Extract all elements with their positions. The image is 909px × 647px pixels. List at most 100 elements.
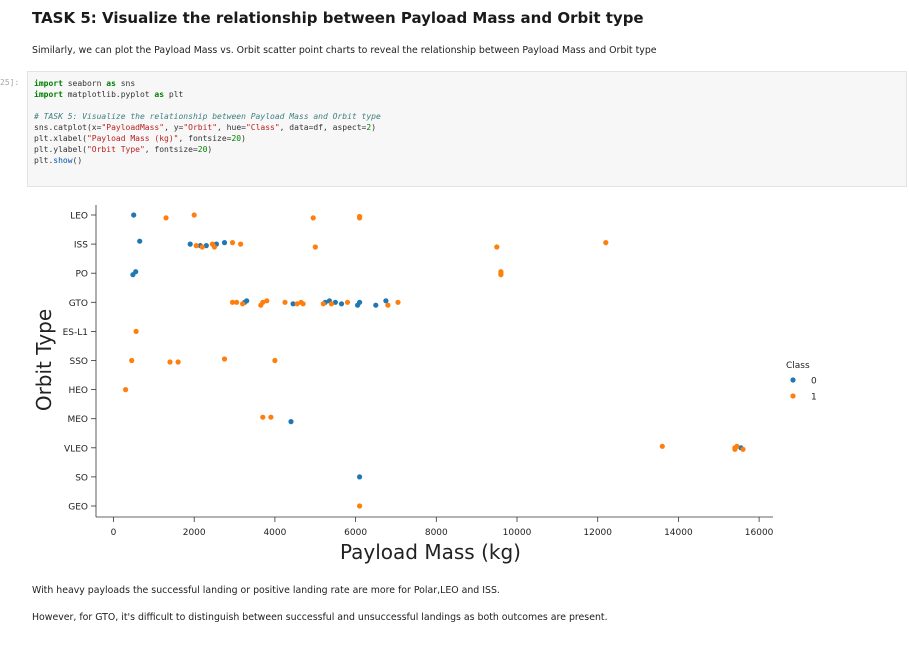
code-token: , fontsize=	[144, 145, 198, 154]
code-token: "Class"	[245, 123, 280, 132]
scatter-point	[395, 299, 401, 305]
x-tick-label: 6000	[344, 528, 367, 538]
scatter-point	[193, 243, 199, 249]
legend: Class 0 1	[786, 361, 817, 403]
scatter-point	[740, 446, 746, 452]
code-token: as	[106, 79, 116, 88]
scatter-point	[659, 443, 665, 449]
code-token: , data=df, aspect=	[279, 123, 367, 132]
code-token: sns	[115, 79, 136, 88]
code-token: , fontsize=	[178, 134, 232, 143]
scatter-point	[312, 244, 318, 250]
scatter-point	[260, 299, 266, 305]
x-tick-label: 14000	[664, 528, 693, 538]
code-token: ()	[72, 156, 83, 165]
x-tick-label: 8000	[425, 528, 448, 538]
scatter-point	[357, 213, 363, 220]
scatter-point	[129, 357, 135, 364]
scatter-point	[357, 503, 363, 509]
code-token: 2	[366, 123, 372, 132]
y-tick-label: MEO	[67, 415, 88, 425]
code-token: )	[241, 134, 246, 143]
code-token: import	[34, 90, 63, 99]
y-tick-label: ES-L1	[63, 328, 88, 338]
conclusion-text-2: However, for GTO, it's difficult to dist…	[32, 612, 608, 623]
x-tick-label: 2000	[183, 528, 206, 538]
cell-prompt: 25]:	[0, 78, 20, 87]
scatter-point	[310, 215, 316, 221]
code-token: matplotlib.pyplot	[62, 90, 155, 99]
scatter-point	[268, 414, 274, 420]
code-token: )	[371, 123, 377, 132]
conclusion-text-1: With heavy payloads the successful landi…	[32, 585, 500, 596]
y-tick-label: ISS	[74, 241, 88, 251]
scatter-point	[734, 443, 740, 449]
x-ticks: 0 2000 4000 6000 8000 10000 12000 14000 16000	[111, 517, 774, 538]
x-tick-label: 0	[111, 528, 117, 538]
legend-title: Class	[786, 361, 810, 371]
code-token: plt.xlabel(	[34, 134, 87, 143]
x-tick-label: 12000	[583, 528, 612, 538]
scatter-point	[357, 299, 363, 305]
scatter-point	[133, 328, 139, 334]
code-token: "Orbit Type"	[86, 145, 145, 154]
scatter-point	[191, 212, 197, 218]
scatter-point	[229, 240, 236, 246]
scatter-point	[332, 299, 338, 305]
intro-text: Similarly, we can plot the Payload Mass …	[32, 45, 657, 56]
scatter-point	[229, 299, 236, 305]
scatter-point	[187, 241, 193, 247]
x-axis-label: Payload Mass (kg)	[340, 540, 521, 564]
scatter-point	[338, 301, 345, 307]
scatter-point	[320, 301, 326, 307]
scatter-point	[272, 357, 278, 364]
scatter-point	[603, 240, 609, 246]
code-token: "Payload Mass (kg)"	[86, 134, 179, 143]
y-tick-label: VLEO	[64, 444, 88, 454]
code-token: seaborn	[62, 79, 107, 88]
scatter-point	[264, 298, 270, 304]
code-token: , y=	[164, 123, 184, 132]
scatter-point	[385, 302, 391, 308]
scatter-point	[494, 244, 500, 250]
scatter-point	[282, 299, 288, 305]
task-heading: TASK 5: Visualize the relationship betwe…	[32, 9, 644, 27]
scatter-point	[131, 212, 137, 218]
code-token: plt	[164, 90, 184, 99]
code-comment: # TASK 5: Visualize the relationship bet…	[34, 112, 381, 121]
code-token: plt.ylabel(	[34, 145, 87, 154]
scatter-point	[290, 301, 296, 307]
scatter-point	[357, 474, 363, 480]
code-token: )	[207, 145, 213, 154]
scatter-point	[234, 299, 240, 305]
scatter-point	[211, 244, 217, 250]
scatter-point	[300, 301, 306, 307]
legend-marker	[790, 377, 796, 383]
y-tick-label: GEO	[68, 503, 88, 513]
scatter-point	[238, 241, 244, 247]
x-tick-label: 10000	[503, 528, 532, 538]
scatter-point	[163, 215, 169, 221]
x-tick-label: 16000	[745, 528, 774, 538]
data-points	[123, 212, 746, 509]
scatter-point	[133, 269, 139, 275]
code-token: "PayloadMass"	[101, 123, 165, 132]
scatter-point	[260, 414, 266, 420]
code-token: 20	[197, 145, 208, 154]
code-block: import seaborn as sns import matplotlib.…	[28, 72, 906, 166]
y-ticks: LEO ISS PO GTO ES-L1 SSO HEO MEO VLEO SO GEO	[63, 212, 96, 513]
code-token: as	[154, 90, 165, 99]
legend-marker	[790, 393, 796, 399]
scatter-point	[137, 238, 143, 244]
scatter-point	[175, 359, 181, 365]
scatter-point	[244, 298, 250, 304]
scatter-point	[123, 387, 129, 393]
code-token: "Orbit"	[183, 123, 218, 132]
scatter-point	[498, 269, 504, 275]
legend-label: 1	[811, 393, 817, 403]
y-tick-label: PO	[75, 270, 88, 280]
code-token: plt.	[34, 156, 54, 165]
code-cell[interactable]: import seaborn as sns import matplotlib.…	[27, 71, 907, 187]
scatter-point	[373, 302, 379, 308]
